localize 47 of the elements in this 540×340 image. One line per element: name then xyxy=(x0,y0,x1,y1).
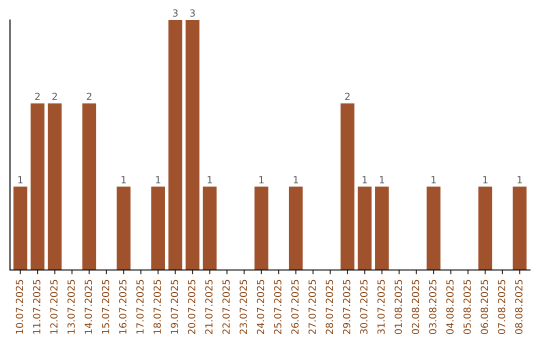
data-label: 1 xyxy=(483,176,488,184)
data-label: 1 xyxy=(518,176,522,184)
x-tick-label: 02.08.2025 xyxy=(412,280,420,334)
x-tick-label: 31.07.2025 xyxy=(377,280,385,334)
data-label: 1 xyxy=(432,176,436,184)
x-tick-label: 27.07.2025 xyxy=(308,280,316,334)
x-tick-label: 04.08.2025 xyxy=(446,280,454,334)
x-tick-label: 11.07.2025 xyxy=(33,280,40,334)
data-label: 1 xyxy=(156,176,160,184)
x-tick-label: 26.07.2025 xyxy=(291,280,299,334)
x-tick-label: 24.07.2025 xyxy=(256,280,264,334)
x-tick-label: 13.07.2025 xyxy=(67,280,75,334)
data-label: 1 xyxy=(259,176,264,184)
data-label: 1 xyxy=(294,176,298,184)
data-label: 2 xyxy=(345,92,350,100)
x-tick-label: 07.08.2025 xyxy=(498,280,506,334)
x-tick-label: 29.07.2025 xyxy=(342,280,350,334)
x-tick-label: 08.08.2025 xyxy=(515,280,522,334)
data-label: 2 xyxy=(52,92,57,100)
x-tick-label: 16.07.2025 xyxy=(119,280,126,334)
x-tick-label: 25.07.2025 xyxy=(274,280,282,334)
x-tick-label: 19.07.2025 xyxy=(170,280,178,334)
x-tick-label: 06.08.2025 xyxy=(480,280,488,334)
x-tick-label: 05.08.2025 xyxy=(463,280,471,334)
data-label: 3 xyxy=(172,9,178,17)
x-tick-label: 12.07.2025 xyxy=(50,280,58,334)
x-tick-label: 20.07.2025 xyxy=(188,280,196,334)
x-tick-label: 18.07.2025 xyxy=(154,280,161,334)
x-tick-label: 03.08.2025 xyxy=(429,280,436,334)
data-label: 1 xyxy=(208,176,212,184)
x-tick-label: 17.07.2025 xyxy=(136,280,144,334)
data-label: 2 xyxy=(35,92,40,100)
data-label: 1 xyxy=(380,176,384,184)
x-tick-label: 10.07.2025 xyxy=(16,280,24,334)
data-label: 3 xyxy=(190,9,195,17)
data-label: 1 xyxy=(122,176,126,184)
x-tick-label: 15.07.2025 xyxy=(102,280,110,334)
x-tick-label: 14.07.2025 xyxy=(84,280,92,334)
x-tick-label: 23.07.2025 xyxy=(240,280,247,334)
data-label: 1 xyxy=(18,176,23,184)
data-label: 1 xyxy=(362,176,367,184)
x-tick-label: 28.07.2025 xyxy=(326,280,334,334)
x-tick-label: 21.07.2025 xyxy=(205,280,213,334)
x-tick-label: 01.08.2025 xyxy=(394,280,402,334)
x-tick-label: 22.07.2025 xyxy=(222,280,230,334)
x-tick-label: 30.07.2025 xyxy=(360,280,368,334)
data-label: 2 xyxy=(86,92,92,100)
